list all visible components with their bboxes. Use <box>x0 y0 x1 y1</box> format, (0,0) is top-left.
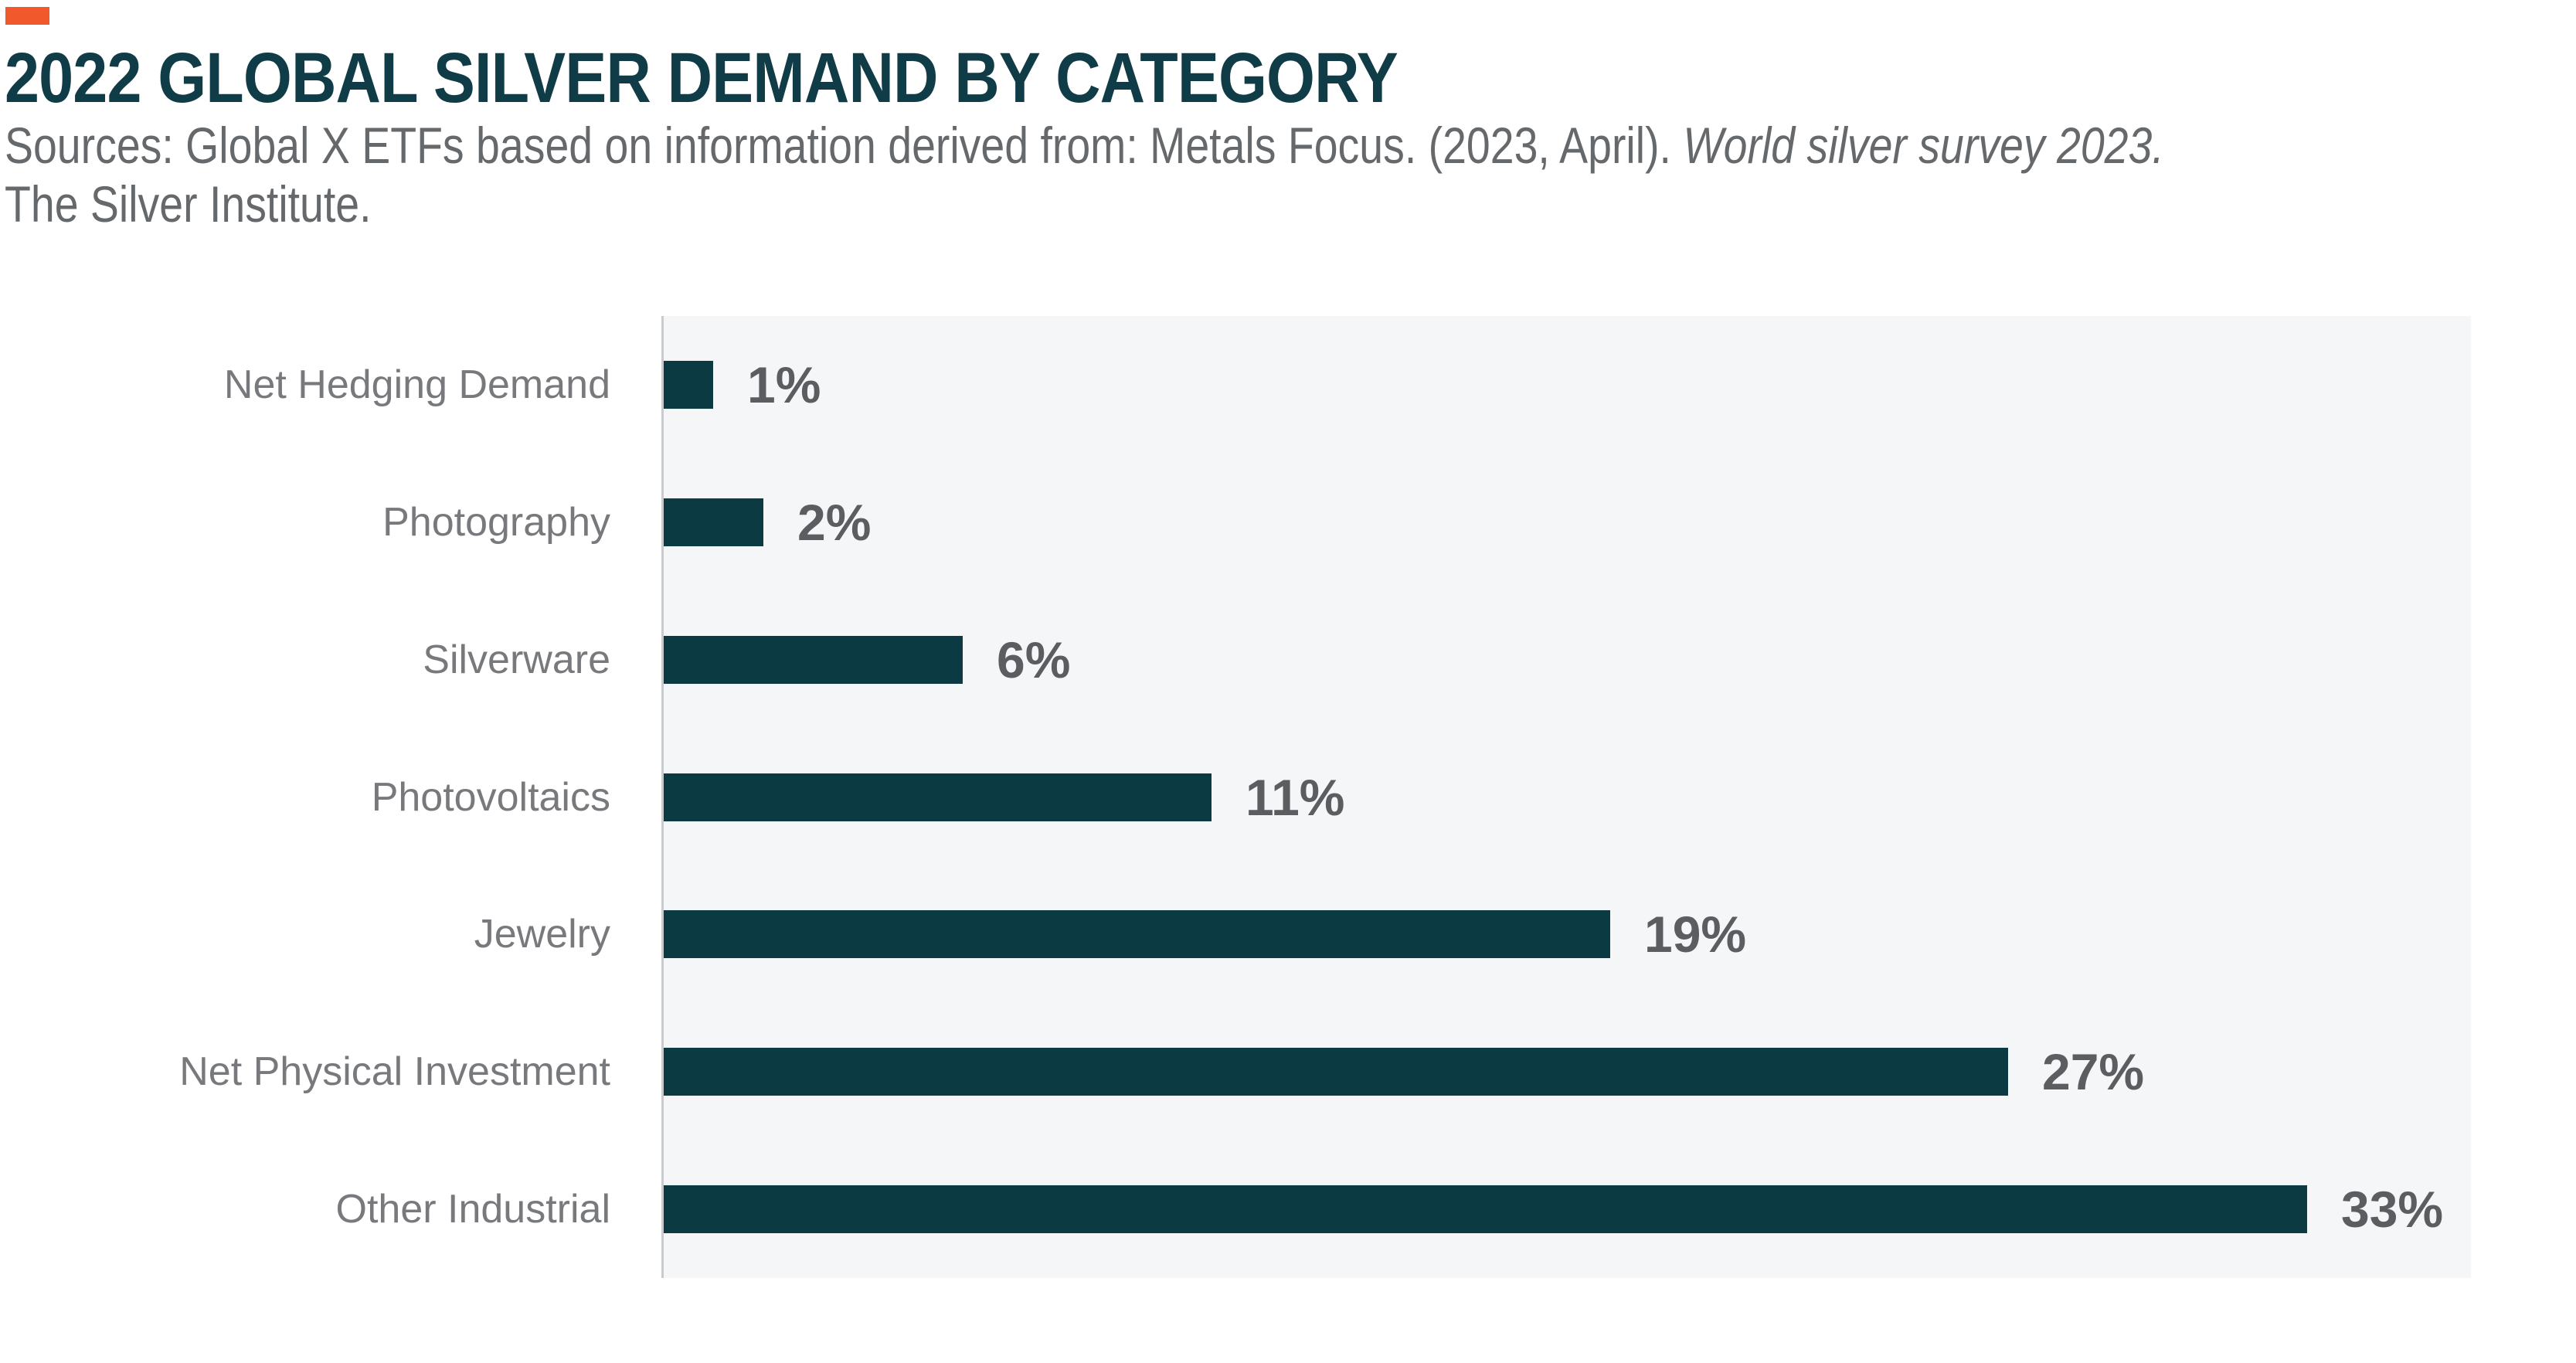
bar-row: 27% <box>664 1003 2471 1140</box>
bar <box>664 1048 2008 1096</box>
category-label: Photography <box>382 499 610 545</box>
bar <box>664 773 1212 821</box>
category-label: Jewelry <box>474 912 610 957</box>
value-label: 27% <box>2042 1043 2145 1101</box>
plot-area: 1% 2% 6% 11% 19% 27% 33% <box>661 316 2471 1278</box>
value-label: 2% <box>797 493 872 551</box>
value-label: 11% <box>1246 768 1345 826</box>
bar-row: 2% <box>664 454 2471 591</box>
source-italic-title: World silver survey 2023. <box>1683 117 2164 174</box>
bar <box>664 635 963 684</box>
category-label: Other Industrial <box>335 1187 611 1232</box>
source-citation: Sources: Global X ETFs based on informat… <box>5 116 2164 233</box>
chart-title: 2022 GLOBAL SILVER DEMAND BY CATEGORY <box>5 39 1398 117</box>
source-line-1: Sources: Global X ETFs based on informat… <box>5 116 2164 175</box>
bar-row: 19% <box>664 865 2471 1003</box>
bar <box>664 1185 2307 1234</box>
bar-row: 33% <box>664 1140 2471 1278</box>
bar <box>664 910 1610 959</box>
source-line-2: The Silver Institute. <box>5 175 372 233</box>
value-label: 19% <box>1644 906 1747 964</box>
bar-row: 6% <box>664 591 2471 729</box>
category-labels: Net Hedging Demand Photography Silverware P… <box>0 316 661 1278</box>
bar <box>664 360 713 409</box>
value-label: 33% <box>2341 1181 2444 1239</box>
category-label: Photovoltaics <box>371 774 610 820</box>
value-label: 6% <box>997 631 1071 688</box>
bar-row: 11% <box>664 729 2471 866</box>
category-label: Net Physical Investment <box>179 1049 610 1095</box>
source-text: Sources: Global X ETFs based on informat… <box>5 117 1684 174</box>
bar-chart: Net Hedging Demand Photography Silverware P… <box>0 316 2471 1278</box>
bar-row: 1% <box>664 316 2471 454</box>
bar <box>664 498 763 546</box>
category-label: Silverware <box>423 637 610 682</box>
category-label: Net Hedging Demand <box>223 362 610 407</box>
value-label: 1% <box>747 355 821 413</box>
brand-accent-mark <box>5 7 49 25</box>
